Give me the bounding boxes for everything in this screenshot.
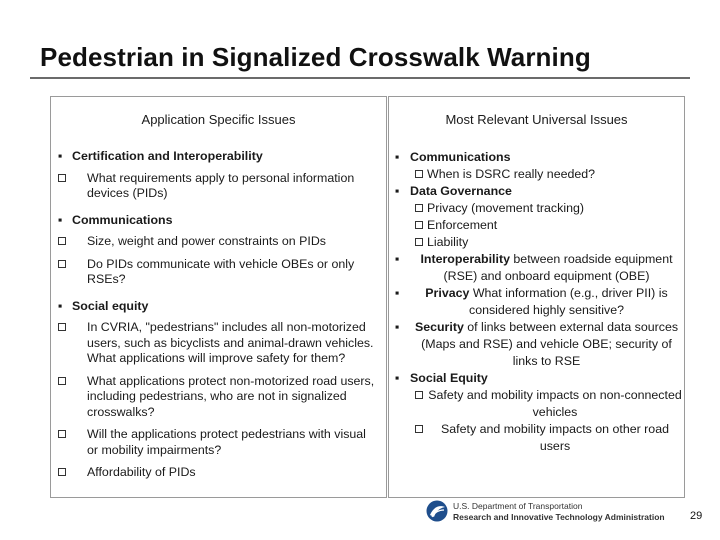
checkbox-bullet-icon [58, 468, 66, 476]
list-item: Will the applications protect pedestrian… [58, 427, 380, 458]
list-item: ▪ Privacy What information (e.g., driver … [395, 286, 668, 317]
bullet-icon: ▪ [58, 212, 63, 227]
list-item: Enforcement [395, 217, 683, 234]
list-item: What requirements apply to personal info… [58, 171, 380, 202]
checkbox-bullet-icon [415, 238, 423, 246]
list-item: ▪ Interoperability between roadside equip… [395, 252, 673, 283]
list-item: Size, weight and power constraints on PI… [58, 234, 380, 250]
checkbox-bullet-icon [58, 173, 66, 182]
list-item: ▪ Social equity [58, 298, 149, 313]
application-specific-issues-list: ▪ Certification and Interoperability What… [58, 149, 380, 481]
title-divider [30, 77, 690, 79]
checkbox-bullet-icon [415, 425, 423, 433]
list-item: ▪ Communications [58, 212, 173, 227]
checkbox-bullet-icon [415, 221, 423, 229]
list-item: ▪ Communications [395, 150, 511, 164]
bullet-icon: ▪ [395, 150, 400, 164]
list-item: Safety and mobility impacts on other roa… [395, 421, 683, 455]
bullet-icon: ▪ [395, 286, 400, 300]
checkbox-bullet-icon [58, 323, 66, 331]
list-item: Privacy (movement tracking) [395, 200, 683, 217]
checkbox-bullet-icon [415, 204, 423, 212]
bullet-icon: ▪ [58, 149, 63, 163]
list-item: ▪ Certification and Interoperability [58, 149, 263, 163]
agency-division: Research and Innovative Technology Admin… [453, 512, 665, 522]
page-number: 29 [690, 510, 703, 522]
checkbox-bullet-icon [415, 170, 423, 178]
bullet-icon: ▪ [395, 252, 400, 266]
checkbox-bullet-icon [58, 376, 66, 385]
list-item: ▪ Data Governance [395, 184, 512, 198]
list-item: Do PIDs communicate with vehicle OBEs or… [58, 257, 380, 288]
list-item: In CVRIA, "pedestrians" includes all non… [58, 320, 380, 367]
list-item: ▪ Security of links between external data… [395, 320, 679, 368]
right-column-heading: Most Relevant Universal Issues [445, 112, 628, 127]
slide-title: Pedestrian in Signalized Crosswalk Warni… [40, 42, 591, 72]
list-item: Safety and mobility impacts on non-conne… [395, 387, 683, 421]
list-item: When is DSRC really needed? [395, 166, 683, 183]
list-item: What applications protect non-motorized … [58, 374, 380, 421]
bullet-icon: ▪ [58, 298, 63, 313]
universal-issues-list: ▪ Communications When is DSRC really need… [395, 149, 683, 455]
left-panel [50, 96, 387, 498]
bullet-icon: ▪ [395, 320, 400, 334]
bullet-icon: ▪ [395, 184, 400, 198]
checkbox-bullet-icon [58, 237, 66, 245]
list-item: ▪ Social Equity [395, 371, 488, 385]
checkbox-bullet-icon [415, 391, 423, 399]
usdot-logo-icon [426, 500, 448, 522]
list-item: Liability [395, 234, 683, 251]
bullet-icon: ▪ [395, 371, 400, 385]
left-column-heading: Application Specific Issues [141, 112, 296, 127]
list-item: Affordability of PIDs [58, 465, 380, 481]
right-panel [388, 96, 685, 498]
checkbox-bullet-icon [58, 430, 66, 438]
checkbox-bullet-icon [58, 259, 66, 268]
agency-name: U.S. Department of Transportation [453, 501, 583, 511]
